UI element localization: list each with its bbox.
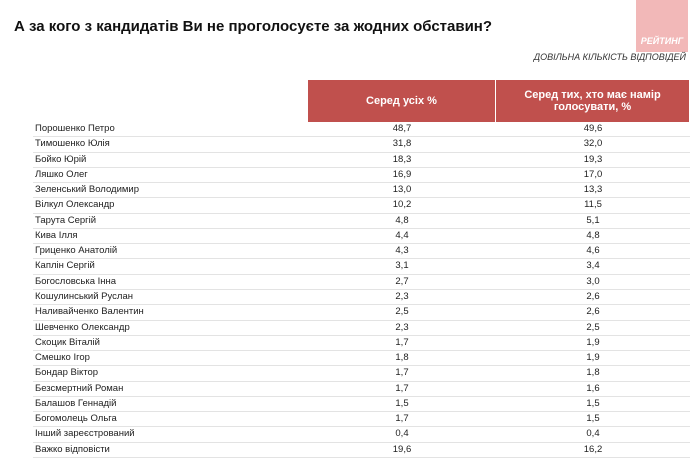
cell-value: 1,9 — [586, 336, 600, 348]
cell-value: 1,5 — [586, 413, 600, 425]
cell-value: 1,7 — [395, 336, 409, 348]
cell-value: 1,5 — [586, 397, 600, 409]
cell-value: 10,2 — [392, 199, 412, 211]
cell-name: Каплін Сергій — [35, 260, 95, 272]
column-header: Серед усіх % — [308, 80, 496, 122]
cell-name: Богословська Інна — [35, 275, 117, 287]
cell-value: 3,4 — [586, 260, 600, 272]
table-row: Інший зареєстрований 0,4 0,4 — [33, 427, 690, 443]
cell-name: Вілкул Олександр — [35, 199, 115, 211]
cell-name: Ляшко Олег — [35, 168, 88, 180]
table-row: Гриценко Анатолій 4,3 4,6 — [33, 244, 690, 260]
cell-name: Кошулинський Руслан — [35, 290, 133, 302]
column-header: Серед тих, хто має намір голосувати, % — [496, 80, 690, 122]
cell-value: 2,5 — [395, 306, 409, 318]
cell-name: Важко відповісти — [35, 443, 110, 455]
cell-name: Богомолець Ольга — [35, 413, 117, 425]
table-row: Ляшко Олег 16,9 17,0 — [33, 168, 690, 184]
cell-value: 4,8 — [395, 214, 409, 226]
cell-value: 3,1 — [395, 260, 409, 272]
cell-name: Безсмертний Роман — [35, 382, 124, 394]
subtitle: ДОВІЛЬНА КІЛЬКІСТЬ ВІДПОВІДЕЙ — [533, 52, 686, 62]
table-row: Важко відповісти 19,6 16,2 — [33, 443, 690, 458]
cell-value: 2,5 — [586, 321, 600, 333]
cell-name: Шевченко Олександр — [35, 321, 130, 333]
cell-value: 0,4 — [586, 428, 600, 440]
cell-value: 19,6 — [392, 443, 412, 455]
cell-value: 13,0 — [392, 184, 412, 196]
table-row: Балашов Геннадій 1,5 1,5 — [33, 397, 690, 413]
cell-name: Бондар Віктор — [35, 367, 99, 379]
table-row: Богомолець Ольга 1,7 1,5 — [33, 412, 690, 428]
cell-value: 11,5 — [584, 199, 602, 211]
cell-value: 1,8 — [395, 352, 409, 364]
cell-value: 2,6 — [586, 290, 600, 302]
cell-value: 1,5 — [395, 397, 409, 409]
cell-value: 13,3 — [583, 184, 603, 196]
cell-value: 18,3 — [392, 153, 412, 165]
cell-value: 17,0 — [583, 168, 603, 180]
cell-value: 1,7 — [395, 367, 409, 379]
cell-value: 16,2 — [583, 443, 603, 455]
cell-name: Гриценко Анатолій — [35, 245, 118, 257]
cell-value: 1,8 — [586, 367, 600, 379]
cell-value: 2,3 — [395, 290, 409, 302]
cell-name: Кива Ілля — [35, 229, 78, 241]
cell-name: Порошенко Петро — [35, 123, 115, 134]
cell-value: 1,7 — [395, 413, 409, 425]
logo: РЕЙТИНГ — [636, 0, 688, 52]
table-row: Наливайченко Валентин 2,5 2,6 — [33, 305, 690, 321]
cell-value: 2,7 — [395, 275, 409, 287]
cell-name: Смешко Ігор — [35, 352, 90, 364]
cell-name: Інший зареєстрований — [35, 428, 135, 440]
title: А за кого з кандидатів Ви не проголосуєт… — [14, 18, 493, 35]
table-row: Порошенко Петро 48,7 49,6 — [33, 122, 690, 138]
cell-value: 5,1 — [586, 214, 600, 226]
cell-value: 4,8 — [586, 229, 600, 241]
table-row: Шевченко Олександр 2,3 2,5 — [33, 321, 690, 336]
cell-name: Наливайченко Валентин — [35, 306, 144, 318]
table-row: Богословська Інна 2,7 3,0 — [33, 275, 690, 290]
cell-value: 2,6 — [586, 306, 600, 318]
cell-value: 2,3 — [395, 321, 409, 333]
cell-name: Зеленський Володимир — [35, 184, 139, 196]
table-row: Тарута Сергій 4,8 5,1 — [33, 214, 690, 229]
table-row: Скоцик Віталій 1,7 1,9 — [33, 336, 690, 352]
cell-value: 4,4 — [395, 229, 409, 241]
table-row: Безсмертний Роман 1,7 1,6 — [33, 382, 690, 397]
table-row: Смешко Ігор 1,8 1,9 — [33, 351, 690, 367]
table-row: Зеленський Володимир 13,0 13,3 — [33, 183, 690, 199]
cell-value: 4,6 — [586, 245, 600, 257]
table-row: Каплін Сергій 3,1 3,4 — [33, 259, 690, 275]
cell-value: 1,7 — [395, 382, 409, 394]
table-row: Бондар Віктор 1,7 1,8 — [33, 366, 690, 382]
table-row: Кива Ілля 4,4 4,8 — [33, 229, 690, 245]
table-row: Бойко Юрій 18,3 19,3 — [33, 153, 690, 168]
cell-value: 1,6 — [586, 382, 600, 394]
table-row: Тимошенко Юлія 31,8 32,0 — [33, 137, 690, 153]
cell-name: Бойко Юрій — [35, 153, 87, 165]
cell-value: 4,3 — [395, 245, 409, 257]
cell-value: 16,9 — [392, 168, 412, 180]
cell-name: Скоцик Віталій — [35, 336, 100, 348]
cell-value: 3,0 — [586, 275, 600, 287]
cell-value: 32,0 — [583, 138, 603, 150]
cell-value: 19,3 — [583, 153, 603, 165]
cell-name: Балашов Геннадій — [35, 397, 117, 409]
cell-value: 0,4 — [395, 428, 409, 440]
cell-name: Тарута Сергій — [35, 214, 97, 226]
cell-value: 49,6 — [583, 123, 603, 134]
cell-value: 48,7 — [392, 123, 412, 134]
table-row: Кошулинський Руслан 2,3 2,6 — [33, 290, 690, 306]
table-row: Вілкул Олександр 10,2 11,5 — [33, 198, 690, 214]
cell-name: Тимошенко Юлія — [35, 138, 110, 150]
cell-value: 31,8 — [392, 138, 412, 150]
cell-value: 1,9 — [586, 352, 600, 364]
